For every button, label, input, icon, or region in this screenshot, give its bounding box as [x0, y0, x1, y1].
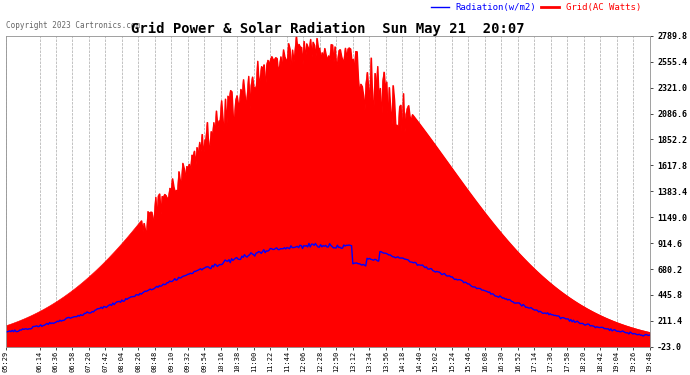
- Title: Grid Power & Solar Radiation  Sun May 21  20:07: Grid Power & Solar Radiation Sun May 21 …: [131, 22, 524, 36]
- Legend: Radiation(w/m2), Grid(AC Watts): Radiation(w/m2), Grid(AC Watts): [427, 0, 645, 16]
- Text: Copyright 2023 Cartronics.com: Copyright 2023 Cartronics.com: [6, 21, 140, 30]
